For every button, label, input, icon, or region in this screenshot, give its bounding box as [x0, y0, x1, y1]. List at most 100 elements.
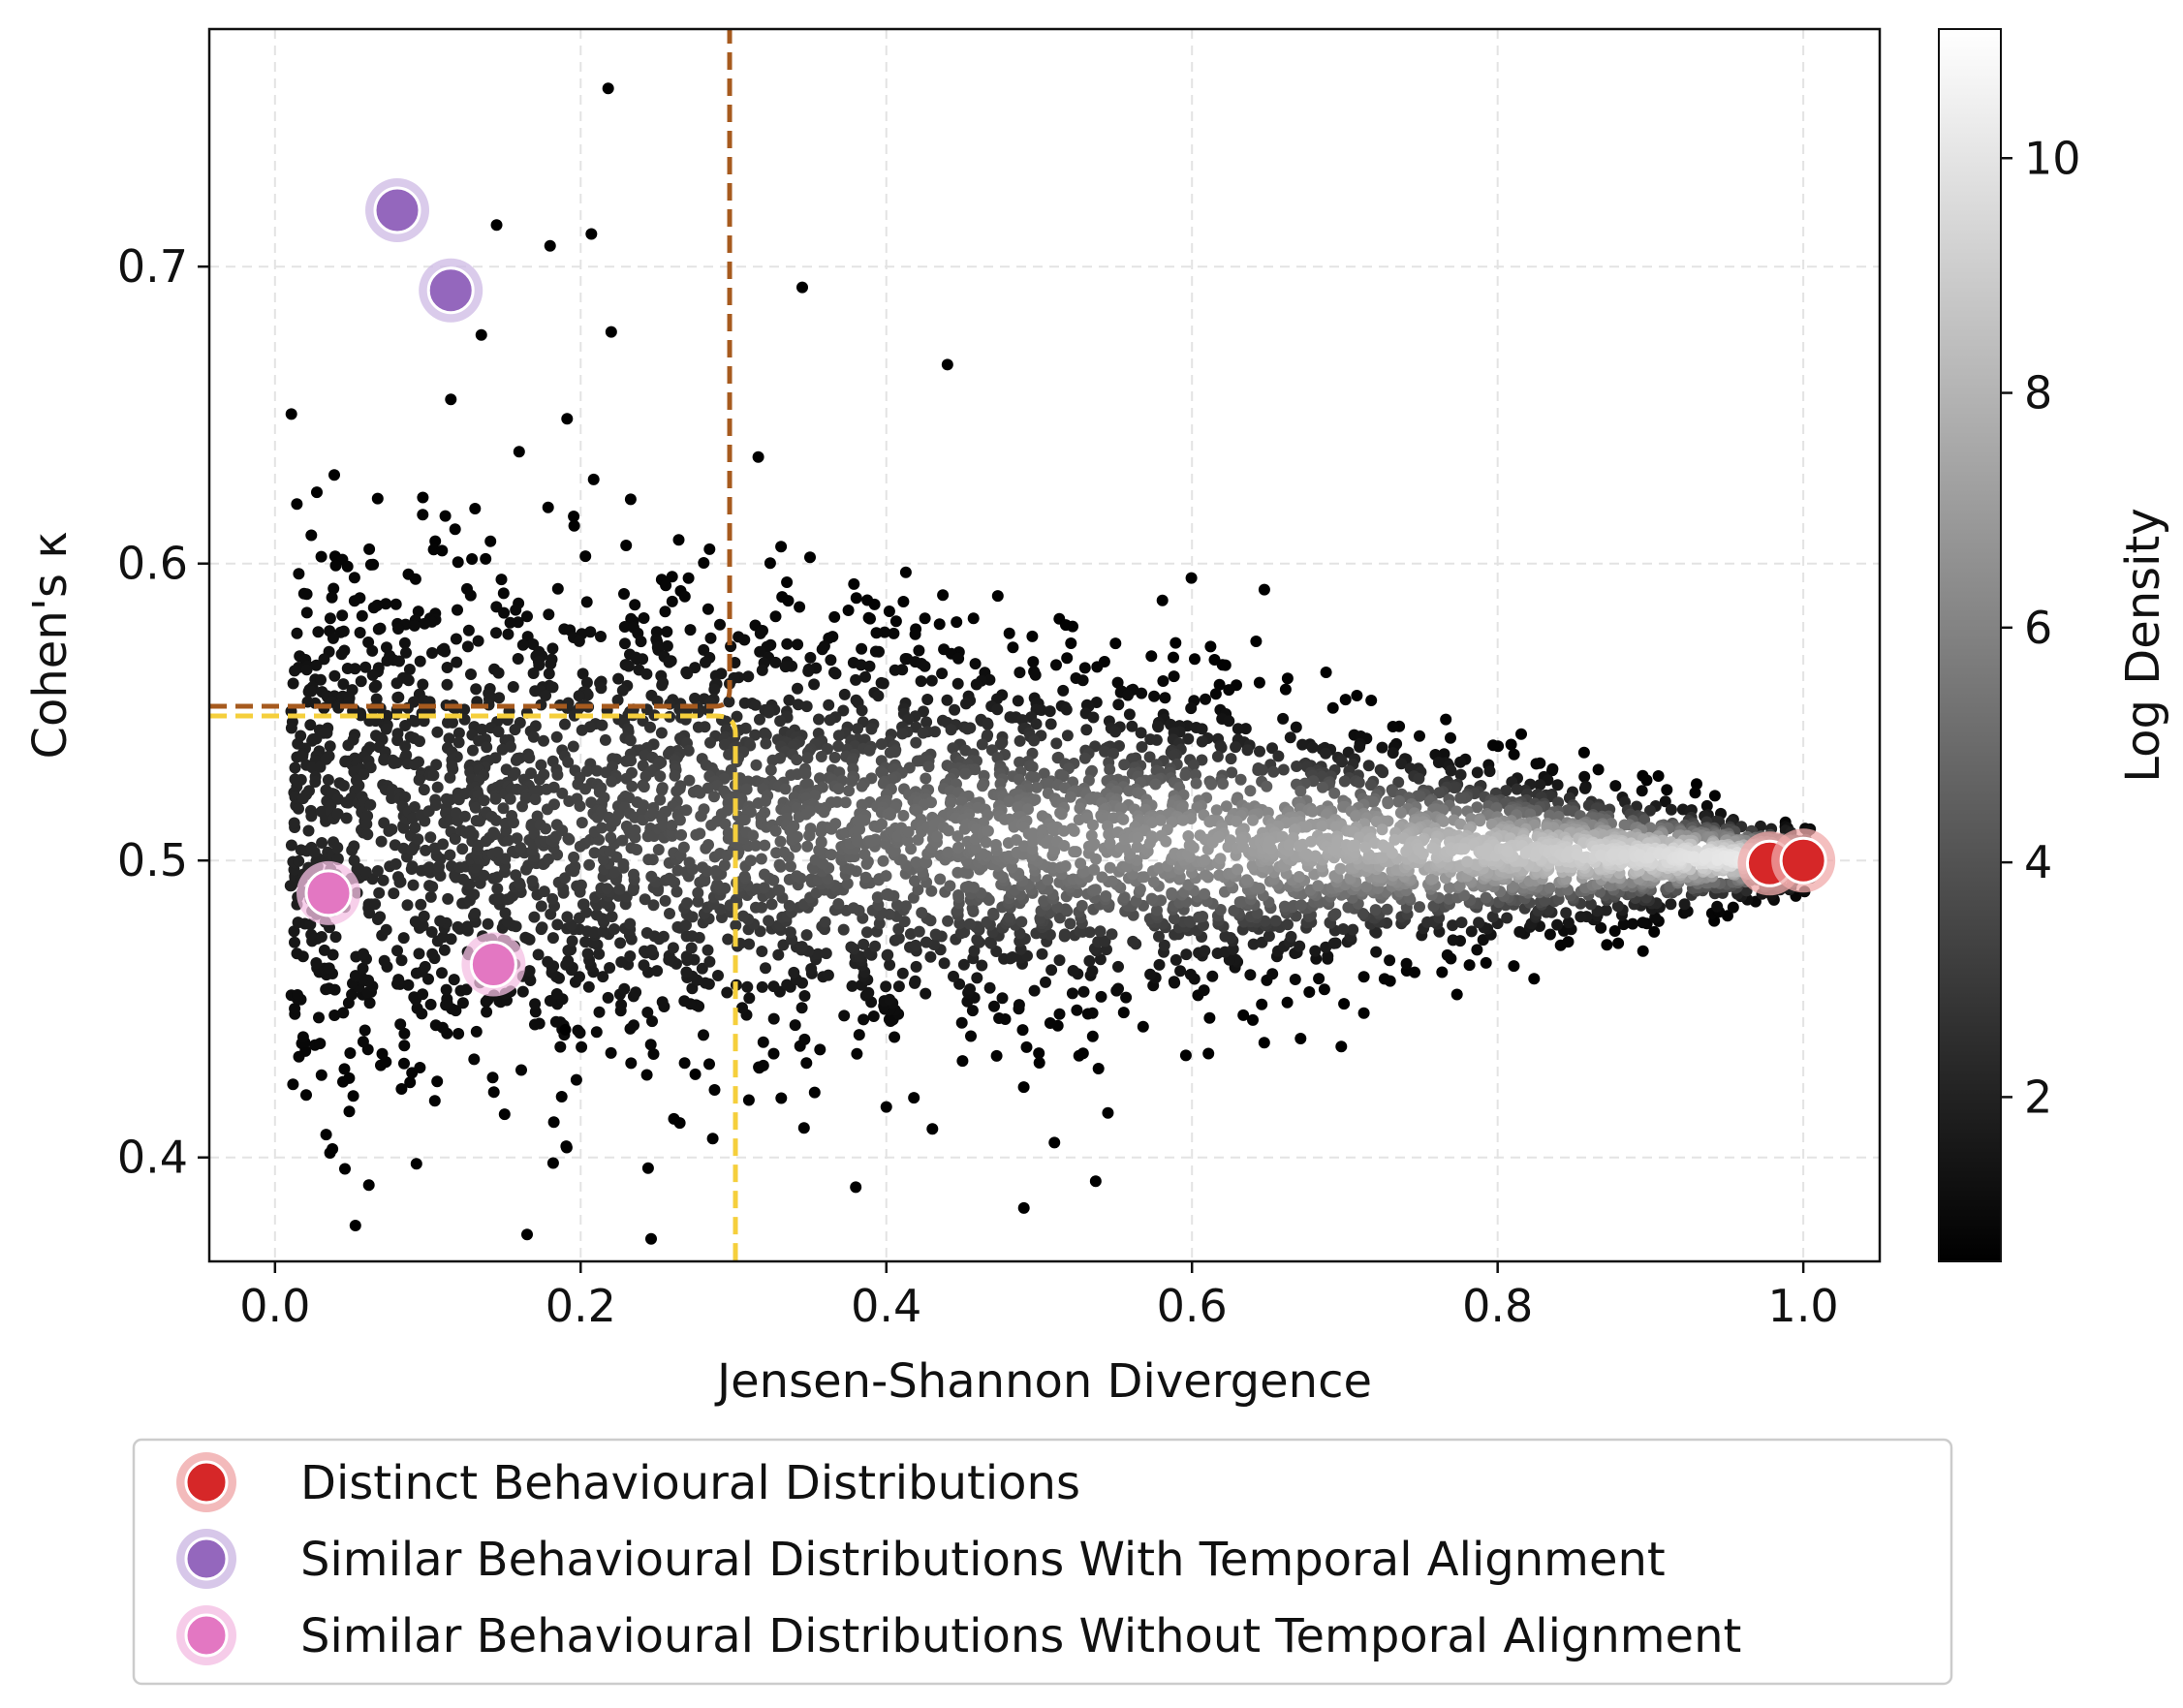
density-point	[784, 926, 796, 939]
density-point	[596, 822, 608, 834]
density-point	[328, 1009, 341, 1021]
density-point	[1168, 749, 1180, 761]
density-point	[769, 610, 782, 623]
density-point	[1294, 940, 1306, 952]
density-point	[293, 854, 305, 867]
density-point	[527, 730, 540, 743]
density-point	[305, 928, 318, 941]
density-point	[925, 674, 938, 687]
density-point	[438, 944, 451, 956]
density-point	[595, 631, 607, 642]
density-point	[543, 608, 555, 621]
density-point	[1627, 917, 1638, 930]
density-point	[1609, 780, 1622, 792]
density-point	[487, 1086, 500, 1099]
density-point	[815, 835, 827, 848]
density-point	[1384, 954, 1396, 967]
density-point	[568, 709, 580, 722]
density-point	[342, 739, 355, 752]
density-point	[816, 643, 828, 656]
density-point	[1148, 690, 1161, 702]
density-point	[708, 683, 721, 696]
density-point	[644, 1039, 657, 1051]
density-point	[513, 446, 525, 458]
density-point	[615, 956, 628, 968]
density-point	[1211, 750, 1224, 762]
density-point	[399, 720, 412, 731]
density-point	[402, 978, 415, 991]
density-point	[858, 1013, 870, 1026]
density-point	[622, 660, 635, 672]
density-point	[1334, 862, 1347, 875]
density-point	[819, 916, 831, 928]
density-point	[738, 870, 751, 883]
density-point	[846, 775, 858, 788]
density-point	[390, 677, 403, 690]
density-point	[841, 878, 854, 889]
density-point	[685, 942, 698, 954]
density-point	[680, 950, 693, 963]
density-point	[472, 635, 484, 647]
density-point	[1290, 910, 1302, 922]
density-point	[1269, 915, 1282, 927]
density-point	[373, 886, 386, 899]
density-point	[683, 774, 696, 787]
density-point	[924, 950, 937, 963]
density-point	[1100, 890, 1112, 902]
density-point	[1042, 874, 1054, 886]
density-point	[1168, 670, 1180, 683]
density-point	[1450, 988, 1463, 1001]
density-point	[357, 962, 369, 975]
density-point	[1259, 915, 1271, 927]
density-point	[815, 751, 827, 762]
density-point	[909, 628, 921, 640]
density-point	[805, 963, 818, 975]
density-point	[738, 814, 751, 826]
density-point	[372, 623, 385, 636]
density-point	[683, 856, 696, 869]
density-point	[593, 947, 606, 960]
density-point	[417, 988, 429, 1001]
density-point	[719, 818, 732, 830]
density-point	[882, 948, 894, 961]
density-point	[1611, 900, 1624, 913]
density-point	[1179, 769, 1192, 782]
density-point	[318, 944, 330, 956]
density-point	[559, 718, 571, 730]
density-point	[1376, 823, 1388, 836]
density-point	[1387, 721, 1399, 732]
density-point	[1206, 970, 1219, 982]
density-point	[559, 872, 572, 885]
density-point	[581, 947, 594, 960]
density-point	[1474, 815, 1486, 827]
density-point	[1237, 841, 1250, 854]
density-point	[568, 851, 580, 863]
density-point	[1316, 820, 1328, 832]
density-point	[1044, 1017, 1056, 1029]
density-point	[1187, 842, 1200, 854]
density-point	[457, 873, 470, 885]
density-point	[1094, 953, 1107, 966]
density-point	[775, 541, 788, 553]
density-point	[304, 719, 317, 731]
density-point	[1225, 753, 1237, 765]
density-point	[466, 553, 479, 565]
density-point	[437, 838, 450, 851]
density-point	[1455, 916, 1468, 929]
density-point	[877, 854, 889, 867]
density-point	[605, 831, 617, 844]
density-point	[1147, 876, 1160, 888]
density-point	[1322, 950, 1334, 962]
density-point	[510, 754, 522, 766]
density-point	[959, 767, 972, 780]
density-point	[844, 863, 857, 876]
density-point	[337, 678, 350, 691]
density-point	[542, 955, 554, 968]
density-point	[423, 861, 435, 874]
density-point	[1241, 744, 1254, 757]
density-point	[529, 793, 542, 806]
density-point	[424, 998, 437, 1010]
density-point	[1080, 724, 1093, 736]
density-point	[620, 540, 633, 551]
density-point	[955, 1016, 968, 1029]
